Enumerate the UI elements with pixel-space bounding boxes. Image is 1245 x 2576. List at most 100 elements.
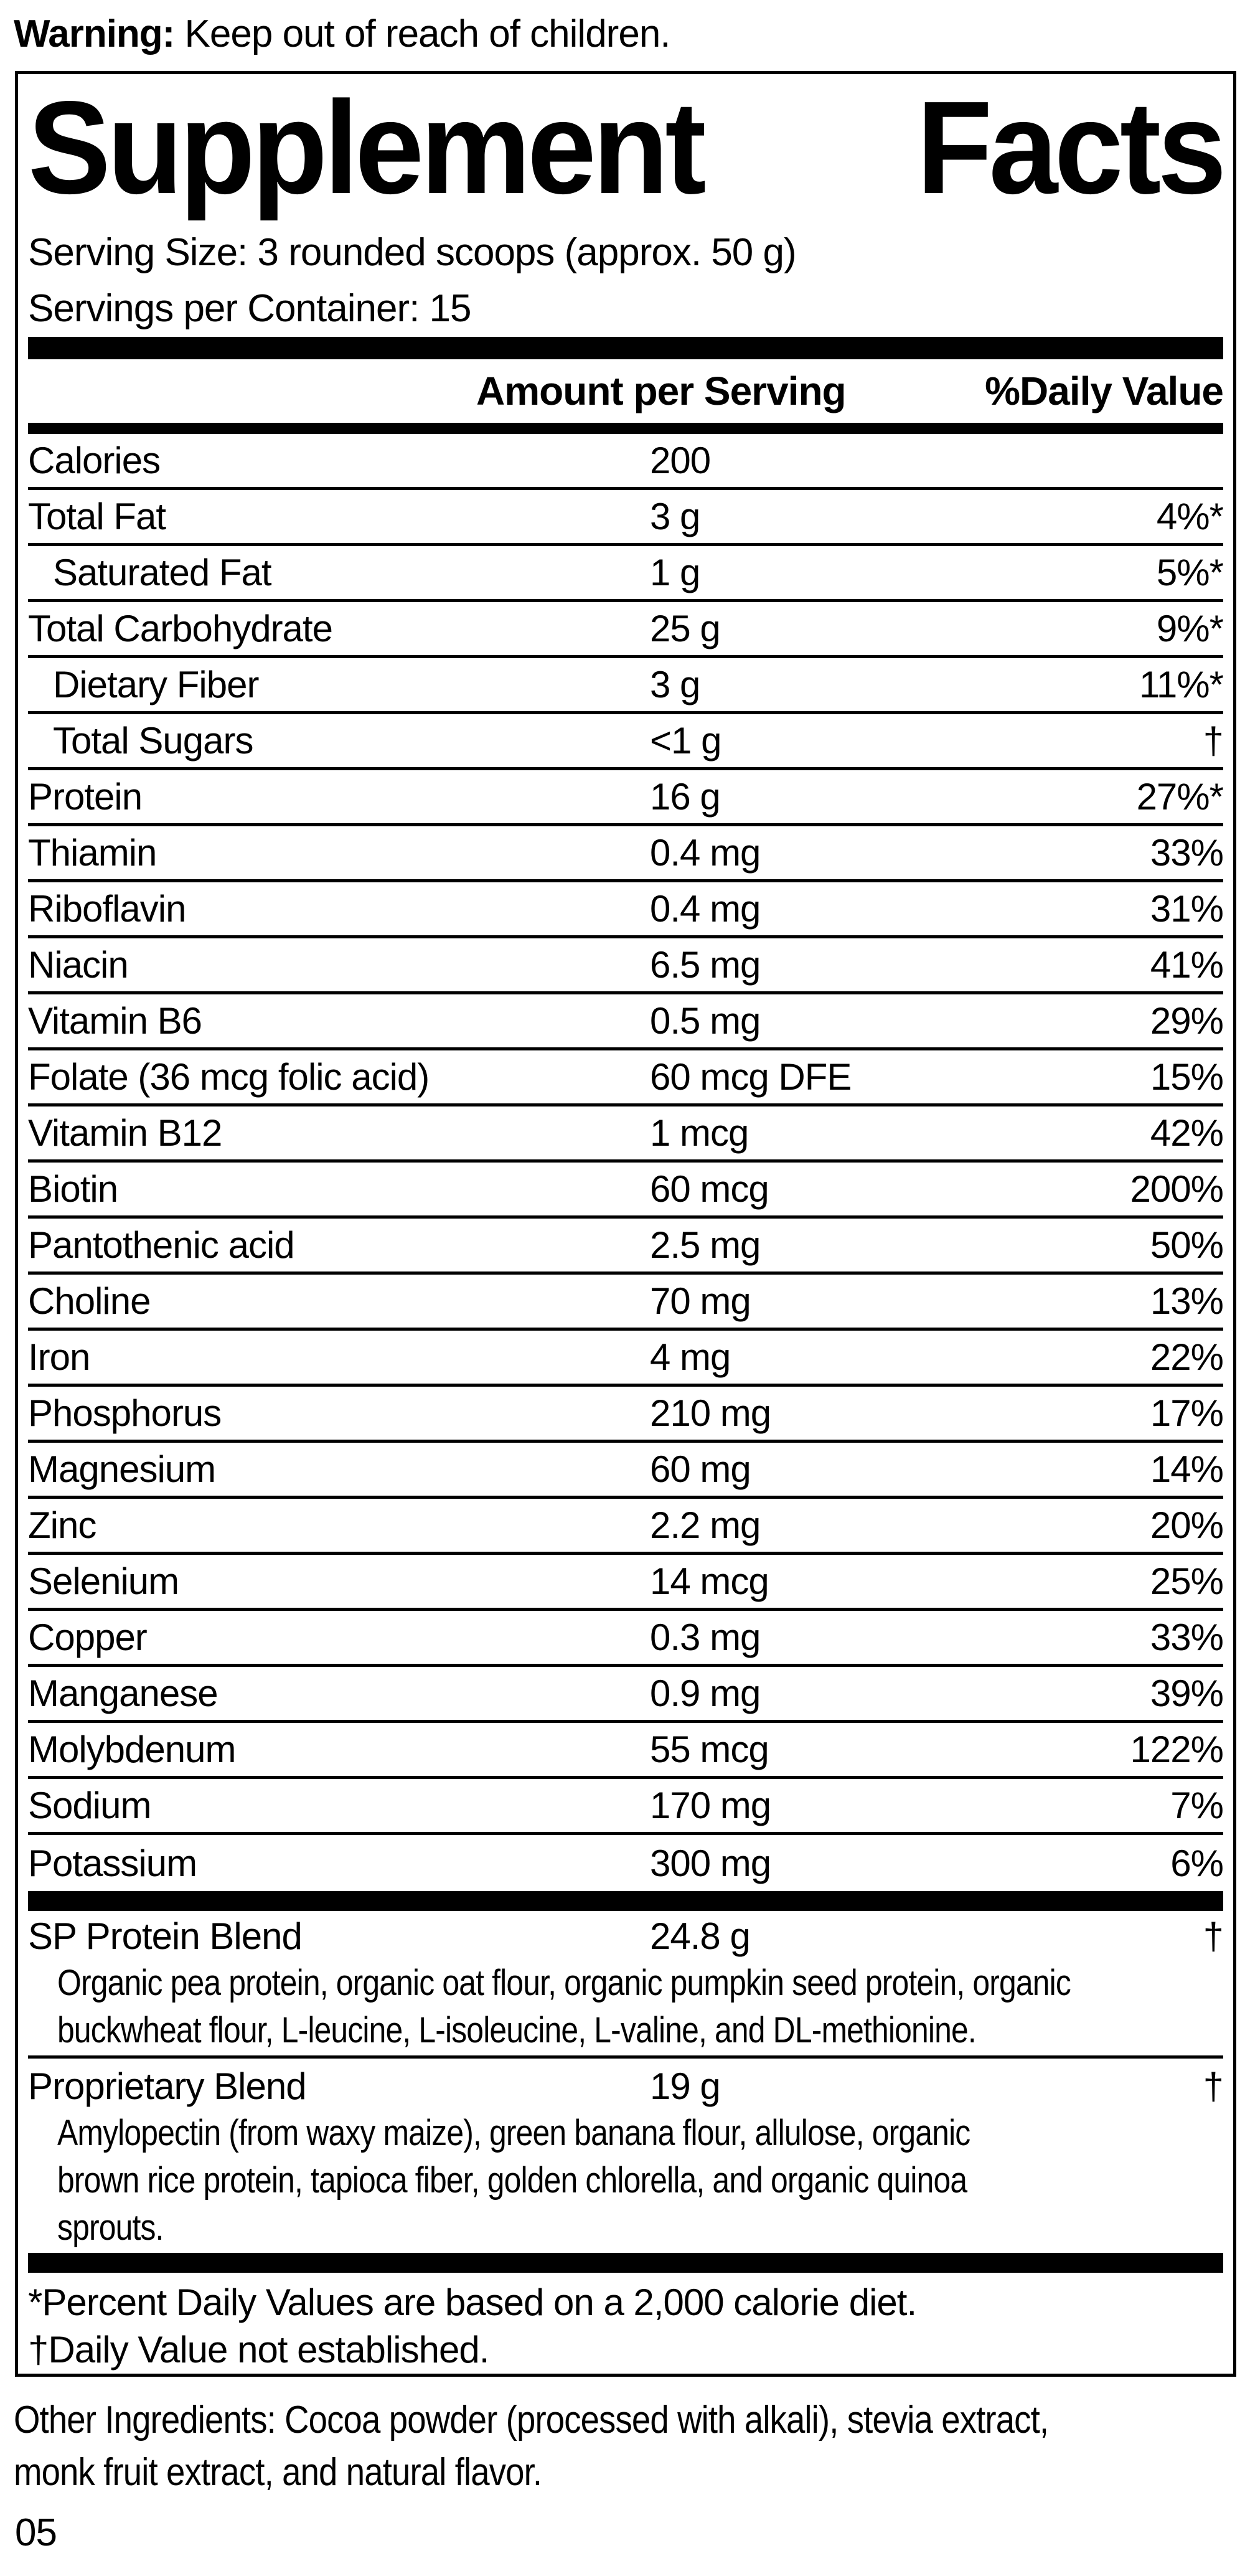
nutrient-amount: 3 g: [650, 664, 700, 705]
nutrient-daily-value: 25%: [1150, 1560, 1224, 1602]
footnotes: *Percent Daily Values are based on a 2,0…: [28, 2279, 1223, 2374]
nutrient-daily-value: 41%: [1150, 944, 1224, 986]
nutrient-amount: 25 g: [650, 608, 721, 649]
blend-description-line: sprouts.: [57, 2207, 164, 2248]
nutrient-amount: 2.5 mg: [650, 1224, 761, 1266]
nutrient-name: Manganese: [28, 1673, 218, 1714]
nutrient-daily-value: †: [1203, 720, 1224, 762]
nutrient-name: Total Sugars: [53, 720, 254, 762]
nutrient-amount: <1 g: [650, 720, 721, 762]
nutrient-daily-value: 22%: [1150, 1336, 1224, 1378]
nutrient-daily-value: 50%: [1150, 1224, 1224, 1266]
text-line: monk fruit extract, and natural flavor.: [14, 2451, 542, 2494]
nutrient-name: Vitamin B12: [28, 1112, 222, 1154]
blend-daily-value: †: [1203, 1915, 1224, 1957]
blends: SP Protein Blend 24.8 g † Organic pea prote…: [28, 1915, 1224, 2252]
nutrient-daily-value: 29%: [1150, 1000, 1224, 1042]
table-row: Manganese 0.9 mg 39%: [28, 1667, 1224, 1723]
divider-bar-top: [28, 337, 1223, 359]
nutrient-name: Potassium: [28, 1842, 197, 1884]
servings-per-container: Servings per Container: 15: [28, 287, 472, 330]
blend-amount: 19 g: [650, 2065, 721, 2107]
nutrient-daily-value: 33%: [1150, 1616, 1224, 1658]
nutrient-daily-value: 13%: [1150, 1280, 1224, 1322]
table-row: Choline 70 mg 13%: [28, 1275, 1224, 1331]
table-row: Vitamin B12 1 mcg 42%: [28, 1106, 1224, 1163]
nutrient-daily-value: 31%: [1150, 888, 1224, 930]
nutrient-rows: Calories 200 Total Fat 3 g 4%* Saturated Fat 1…: [28, 434, 1224, 1891]
blend-row: SP Protein Blend 24.8 g †: [28, 1915, 1224, 1957]
nutrient-amount: 0.4 mg: [650, 832, 761, 874]
blend-description-line: brown rice protein, tapioca fiber, golde…: [57, 2160, 967, 2201]
table-row: Thiamin 0.4 mg 33%: [28, 826, 1224, 882]
supplement-facts-panel: Supplement Facts Serving Size: 3 rounded…: [15, 71, 1236, 2377]
nutrient-name: Dietary Fiber: [53, 664, 259, 705]
nutrient-amount: 1 mcg: [650, 1112, 749, 1154]
nutrient-name: Copper: [28, 1616, 148, 1658]
divider-bar-footnotes: [28, 2253, 1223, 2273]
nutrient-daily-value: 122%: [1130, 1729, 1224, 1770]
table-row: Magnesium 60 mg 14%: [28, 1443, 1224, 1499]
table-row: Total Carbohydrate 25 g 9%*: [28, 602, 1224, 658]
nutrient-name: Folate (36 mcg folic acid): [28, 1056, 430, 1098]
divider-bar-header: [28, 423, 1223, 434]
text-line: †Daily Value not established.: [28, 2329, 489, 2371]
serving-size: Serving Size: 3 rounded scoops (approx. …: [28, 231, 797, 274]
nutrient-amount: 6.5 mg: [650, 944, 761, 986]
nutrient-amount: 2.2 mg: [650, 1504, 761, 1546]
nutrient-amount: 14 mcg: [650, 1560, 769, 1602]
table-row: Phosphorus 210 mg 17%: [28, 1387, 1224, 1443]
nutrient-name: Thiamin: [28, 832, 157, 874]
nutrient-name: Total Fat: [28, 496, 166, 537]
nutrient-amount: 16 g: [650, 776, 721, 818]
blend-name: Proprietary Blend: [28, 2065, 307, 2107]
nutrient-name: Protein: [28, 776, 143, 818]
blend-name: SP Protein Blend: [28, 1915, 303, 1957]
nutrient-name: Zinc: [28, 1504, 96, 1546]
nutrient-name: Riboflavin: [28, 888, 186, 930]
nutrient-daily-value: 15%: [1150, 1056, 1224, 1098]
table-row: Protein 16 g 27%*: [28, 770, 1224, 826]
table-row: Sodium 170 mg 7%: [28, 1779, 1224, 1835]
table-row: Riboflavin 0.4 mg 31%: [28, 882, 1224, 938]
column-header-daily-value: %Daily Value: [985, 369, 1224, 413]
blend-description: Organic pea protein, organic oat flour, …: [28, 1960, 1223, 2054]
nutrient-daily-value: 200%: [1130, 1168, 1224, 1210]
nutrient-name: Total Carbohydrate: [28, 608, 333, 649]
table-row: Selenium 14 mcg 25%: [28, 1555, 1224, 1611]
nutrient-name: Molybdenum: [28, 1729, 237, 1770]
nutrient-daily-value: 6%: [1170, 1842, 1224, 1884]
text-line: *Percent Daily Values are based on a 2,0…: [28, 2281, 917, 2323]
nutrient-amount: 4 mg: [650, 1336, 731, 1378]
nutrient-amount: 55 mcg: [650, 1729, 769, 1770]
nutrient-daily-value: 39%: [1150, 1673, 1224, 1714]
table-row: Calories 200: [28, 434, 1223, 490]
table-row: Zinc 2.2 mg 20%: [28, 1499, 1224, 1555]
nutrient-name: Saturated Fat: [53, 552, 272, 593]
nutrient-amount: 0.5 mg: [650, 1000, 761, 1042]
nutrient-amount: 0.9 mg: [650, 1673, 761, 1714]
nutrient-amount: 300 mg: [650, 1842, 771, 1884]
nutrient-daily-value: 27%*: [1136, 776, 1224, 818]
table-row: Niacin 6.5 mg 41%: [28, 938, 1224, 994]
nutrient-name: Calories: [28, 440, 161, 481]
other-ingredients: Other Ingredients: Cocoa powder (process…: [14, 2394, 1245, 2499]
text-line: Other Ingredients: Cocoa powder (process…: [14, 2399, 1049, 2442]
blend-daily-value: †: [1203, 2065, 1224, 2107]
blend-description-line: buckwheat flour, L-leucine, L-isoleucine…: [57, 2010, 977, 2050]
nutrient-daily-value: 4%*: [1156, 496, 1224, 537]
warning-label: Warning:: [14, 12, 175, 55]
column-header-amount: Amount per Serving: [476, 369, 847, 413]
nutrient-name: Choline: [28, 1280, 151, 1322]
table-row: Folate (36 mcg folic acid) 60 mcg DFE 15%: [28, 1050, 1224, 1106]
panel-title-word1: Supplement: [28, 73, 707, 221]
nutrient-amount: 170 mg: [650, 1785, 771, 1826]
panel-title-word2: Facts: [916, 73, 1227, 221]
page-number: 05: [15, 2511, 57, 2554]
nutrient-name: Niacin: [28, 944, 129, 986]
table-row: Saturated Fat 1 g 5%*: [28, 546, 1224, 602]
blend-description-line: Organic pea protein, organic oat flour, …: [57, 1963, 1071, 2003]
nutrient-name: Phosphorus: [28, 1392, 222, 1434]
nutrient-amount: 0.4 mg: [650, 888, 761, 930]
serving-info: Serving Size: 3 rounded scoops (approx. …: [28, 225, 1223, 337]
